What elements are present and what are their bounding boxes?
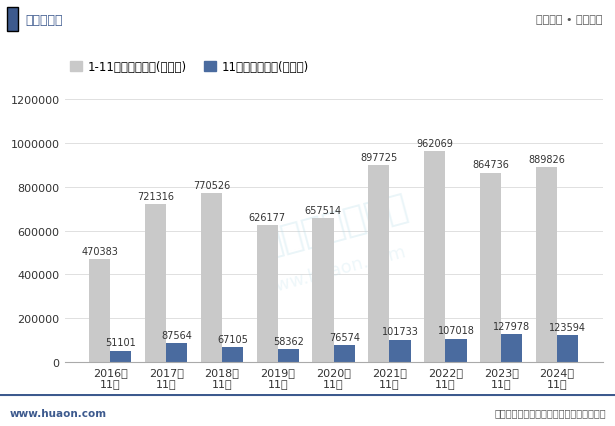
Text: 889826: 889826: [528, 155, 565, 164]
Bar: [368, 166, 389, 362]
Bar: [501, 334, 522, 362]
Text: 87564: 87564: [161, 330, 192, 340]
Text: 770526: 770526: [192, 181, 230, 190]
Text: 101733: 101733: [382, 327, 419, 337]
Text: 华经产业研究院: 华经产业研究院: [256, 190, 411, 262]
Bar: [256, 225, 278, 362]
Bar: [145, 204, 166, 362]
Text: 962069: 962069: [416, 139, 453, 149]
Text: www.huaon.com: www.huaon.com: [9, 408, 106, 417]
Bar: [278, 349, 299, 362]
Bar: [424, 152, 445, 362]
Bar: [200, 194, 222, 362]
Text: 721316: 721316: [137, 191, 174, 201]
Bar: [166, 343, 188, 362]
Text: 华经情报网: 华经情报网: [26, 14, 63, 27]
Bar: [557, 335, 578, 362]
Text: 127978: 127978: [493, 321, 530, 331]
Bar: [222, 348, 243, 362]
Text: 51101: 51101: [106, 338, 137, 348]
Text: 2016-2024年贵州省(境内目的地/货源地)11月进出口总额: 2016-2024年贵州省(境内目的地/货源地)11月进出口总额: [152, 55, 463, 70]
Text: 67105: 67105: [217, 334, 248, 344]
Text: www.huaon.com: www.huaon.com: [260, 242, 408, 298]
Text: 58362: 58362: [273, 336, 304, 346]
Text: 专业严谨 • 客观科学: 专业严谨 • 客观科学: [536, 15, 603, 25]
Bar: [89, 259, 110, 362]
Bar: [334, 345, 355, 362]
Text: 107018: 107018: [437, 325, 474, 335]
Bar: [312, 219, 334, 362]
Text: 123594: 123594: [549, 322, 586, 332]
Text: 864736: 864736: [472, 160, 509, 170]
Bar: [389, 340, 411, 362]
Bar: [536, 168, 557, 362]
Text: 897725: 897725: [360, 153, 397, 163]
Text: 470383: 470383: [81, 246, 118, 256]
Text: 657514: 657514: [304, 205, 341, 215]
Text: 76574: 76574: [329, 332, 360, 342]
Bar: [480, 173, 501, 362]
Text: 626177: 626177: [248, 212, 286, 222]
Bar: [445, 339, 467, 362]
Bar: [110, 351, 132, 362]
Legend: 1-11月进出口总额(万美元), 11月进出口总额(万美元): 1-11月进出口总额(万美元), 11月进出口总额(万美元): [65, 56, 314, 79]
FancyBboxPatch shape: [7, 8, 18, 32]
Text: 数据来源：中国海关，华经产业研究院整理: 数据来源：中国海关，华经产业研究院整理: [494, 408, 606, 417]
